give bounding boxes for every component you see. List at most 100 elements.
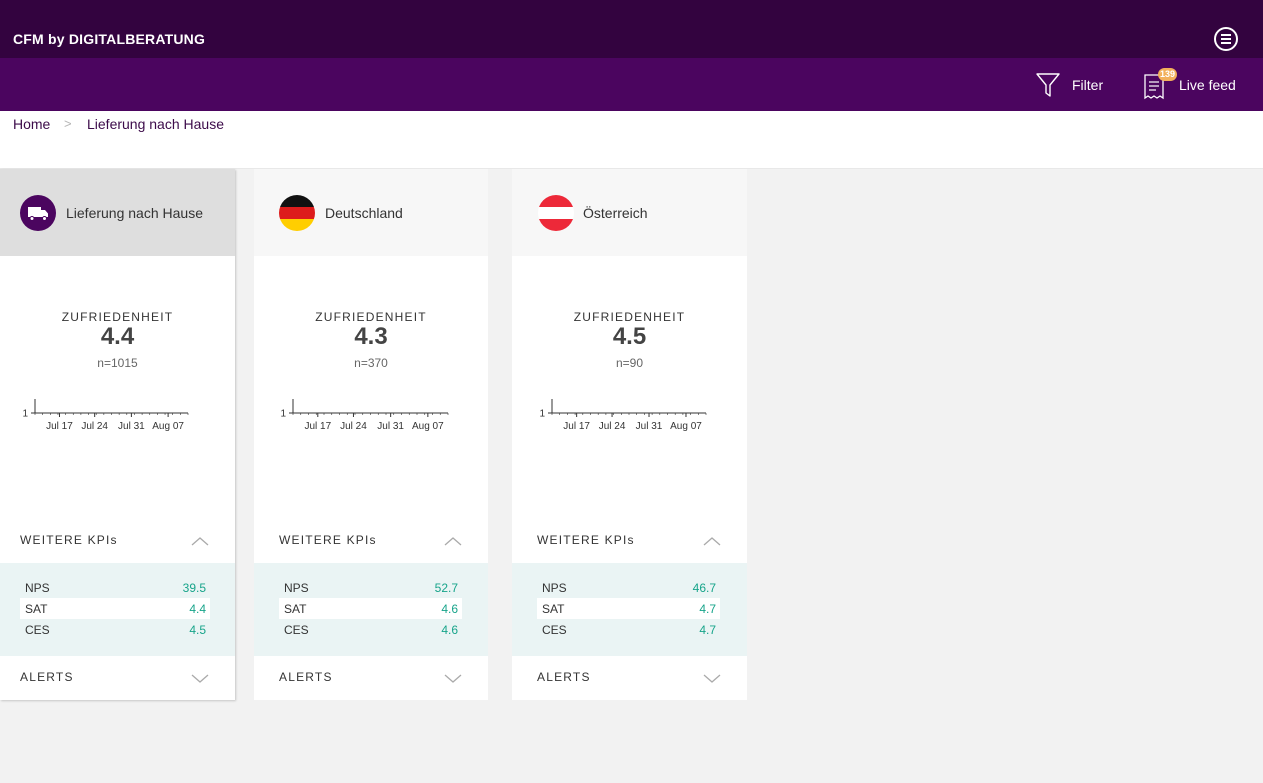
x-tick-label: Aug 07: [670, 421, 702, 432]
y-tick-label: 1: [539, 409, 545, 420]
kpi-value: 4.5: [612, 323, 647, 350]
breadcrumb: Home > Lieferung nach Hause: [0, 111, 1263, 169]
kpi-row-nps: NPS 46.7: [537, 577, 720, 598]
kpi-row-value: 52.7: [434, 581, 458, 595]
alerts-label: ALERTS: [279, 670, 333, 684]
kpi-name: NPS: [25, 581, 50, 595]
menu-icon-line: [1221, 42, 1231, 44]
x-tick-label: Aug 07: [152, 421, 184, 432]
kpi-name: NPS: [284, 581, 309, 595]
kpi-name: CES: [542, 623, 567, 637]
breadcrumb-current[interactable]: Lieferung nach Hause: [87, 116, 224, 132]
livefeed-button[interactable]: 139 Live feed: [1143, 58, 1236, 111]
kpi-value: 4.3: [354, 323, 388, 350]
livefeed-label: Live feed: [1179, 76, 1236, 93]
delivery-truck-icon: [20, 195, 56, 231]
x-tick-label: Jul 31: [377, 421, 404, 432]
kpi-row-sat: SAT 4.7: [537, 598, 720, 619]
card-header[interactable]: Lieferung nach Hause: [0, 169, 235, 256]
filter-icon: [1036, 72, 1060, 97]
x-tick-label: Jul 17: [46, 421, 73, 432]
kpi-name: CES: [25, 623, 50, 637]
kpi-name: NPS: [542, 581, 567, 595]
kpi-name: CES: [284, 623, 309, 637]
alerts-toggle[interactable]: ALERTS: [0, 656, 235, 700]
kpi-table: NPS 46.7 SAT 4.7 CES 4.7: [512, 563, 747, 656]
breadcrumb-separator: >: [64, 116, 72, 131]
chevron-down-icon: [444, 674, 462, 683]
alerts-toggle[interactable]: ALERTS: [512, 656, 747, 700]
card-header[interactable]: Deutschland: [254, 169, 488, 256]
kpi-row-value: 4.4: [189, 602, 206, 616]
kpi-label: ZUFRIEDENHEIT: [315, 310, 427, 324]
segment-card-deutschland: Deutschland ZUFRIEDENHEIT 4.3 n=370 51Ju…: [254, 169, 488, 700]
sample-size: n=1015: [97, 356, 138, 370]
livefeed-count-badge: 139: [1158, 68, 1178, 81]
kpi-table: NPS 39.5 SAT 4.4 CES 4.5: [0, 563, 235, 656]
menu-button[interactable]: [1214, 27, 1238, 51]
card-title: Lieferung nach Hause: [66, 205, 203, 221]
kpi-row-ces: CES 4.6: [279, 619, 462, 640]
card-header[interactable]: Österreich: [512, 169, 747, 256]
kpi-row-value: 4.7: [699, 602, 716, 616]
kpi-row-value: 39.5: [182, 581, 206, 595]
kpi-value: 4.4: [100, 323, 135, 350]
kpi-name: SAT: [542, 602, 565, 616]
kpi-table: NPS 52.7 SAT 4.6 CES 4.6: [254, 563, 488, 656]
chevron-up-icon: [191, 537, 209, 546]
kpi-row-sat: SAT 4.4: [20, 598, 210, 619]
x-tick-label: Jul 17: [563, 421, 590, 432]
card-title: Deutschland: [325, 205, 403, 221]
alerts-label: ALERTS: [20, 670, 74, 684]
kpi-row-value: 4.6: [441, 623, 458, 637]
sample-size: n=90: [615, 356, 644, 370]
receipt-icon: [1144, 74, 1164, 100]
segment-card-lieferung: Lieferung nach Hause ZUFRIEDENHEIT 4.4 n…: [0, 169, 235, 700]
kpi-row-value: 4.7: [699, 623, 716, 637]
x-tick-label: Jul 24: [340, 421, 367, 432]
kpi-label: ZUFRIEDENHEIT: [573, 310, 686, 324]
weitere-kpis-label: WEITERE KPIs: [20, 533, 118, 547]
x-tick-label: Jul 24: [599, 421, 626, 432]
weitere-kpis-label: WEITERE KPIs: [537, 533, 635, 547]
flag-austria-icon: [538, 195, 574, 231]
kpi-label: ZUFRIEDENHEIT: [61, 310, 174, 324]
sample-size: n=370: [354, 356, 388, 370]
top-bar: CFM by DIGITALBERATUNG: [0, 0, 1263, 58]
card-title: Österreich: [583, 205, 648, 221]
breadcrumb-home[interactable]: Home: [13, 116, 51, 132]
x-tick-label: Aug 07: [412, 421, 444, 432]
chevron-down-icon: [191, 674, 209, 683]
alerts-toggle[interactable]: ALERTS: [254, 656, 488, 700]
kpi-row-nps: NPS 39.5: [20, 577, 210, 598]
segment-card-oesterreich: Österreich ZUFRIEDENHEIT 4.5 n=90 51Jul …: [512, 169, 747, 700]
chevron-down-icon: [703, 674, 721, 683]
action-bar: Filter 139 Live feed: [0, 58, 1263, 111]
x-tick-label: Jul 31: [118, 421, 145, 432]
kpi-row-value: 4.6: [441, 602, 458, 616]
kpi-row-ces: CES 4.7: [537, 619, 720, 640]
weitere-kpis-toggle[interactable]: WEITERE KPIs: [0, 519, 235, 563]
menu-icon-line: [1221, 38, 1231, 40]
x-tick-label: Jul 31: [636, 421, 663, 432]
chevron-up-icon: [703, 537, 721, 546]
y-tick-label: 1: [22, 409, 28, 420]
kpi-name: SAT: [284, 602, 307, 616]
alerts-label: ALERTS: [537, 670, 591, 684]
filter-button[interactable]: Filter: [1036, 58, 1103, 111]
menu-icon-line: [1221, 34, 1231, 36]
chevron-up-icon: [444, 537, 462, 546]
kpi-row-nps: NPS 52.7: [279, 577, 462, 598]
flag-germany-icon: [279, 195, 315, 231]
weitere-kpis-label: WEITERE KPIs: [279, 533, 377, 547]
y-tick-label: 1: [280, 409, 286, 420]
x-tick-label: Jul 24: [81, 421, 108, 432]
weitere-kpis-toggle[interactable]: WEITERE KPIs: [254, 519, 488, 563]
kpi-row-value: 46.7: [692, 581, 716, 595]
kpi-row-ces: CES 4.5: [20, 619, 210, 640]
app-title: CFM by DIGITALBERATUNG: [13, 31, 206, 47]
weitere-kpis-toggle[interactable]: WEITERE KPIs: [512, 519, 747, 563]
kpi-name: SAT: [25, 602, 48, 616]
